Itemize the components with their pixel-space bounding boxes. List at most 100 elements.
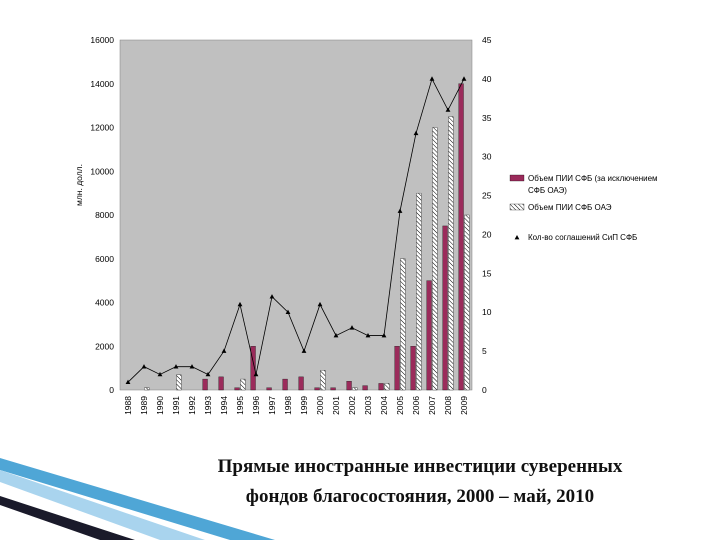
y-left-tick-label: 6000 (95, 254, 114, 264)
caption-line-2: фондов благосостояния, 2000 – май, 2010 (245, 486, 595, 507)
deals-line (125, 76, 467, 385)
y-right-tick-label: 25 (482, 191, 492, 201)
bar-solid (218, 376, 224, 391)
x-tick-label: 2002 (347, 396, 357, 415)
x-tick-label: 2009 (459, 396, 469, 415)
x-tick-label: 1989 (139, 396, 149, 415)
x-tick-label: 1999 (299, 396, 309, 415)
y-right-tick-label: 40 (482, 74, 492, 84)
y-left-tick-label: 0 (109, 385, 114, 395)
y-right-tick-label: 15 (482, 268, 492, 278)
x-tick-label: 2001 (331, 396, 341, 415)
y-left-tick-label: 14000 (90, 79, 114, 89)
line-marker (333, 332, 339, 338)
y-axis-left: 0 2000 4000 6000 8000 10000 12000 14000 16000 (90, 35, 114, 395)
line-marker (205, 371, 211, 377)
bar-hatched (432, 127, 438, 391)
bar-solid (378, 383, 384, 391)
bar-solid (202, 378, 208, 391)
x-tick-label: 2007 (427, 396, 437, 415)
line-path (127, 77, 465, 383)
bar-hatched (176, 374, 182, 391)
caption-line-1: Прямые иностранные инвестиции суверенных (217, 456, 623, 477)
y-right-tick-label: 0 (482, 385, 487, 395)
line-marker (141, 364, 147, 369)
bar-hatched (448, 116, 454, 391)
y-axis-title: млн. долл. (74, 164, 84, 206)
line-marker (125, 379, 131, 385)
y-left-tick-label: 8000 (95, 210, 114, 220)
x-tick-label: 1998 (283, 396, 293, 415)
x-tick-label: 1990 (155, 396, 165, 415)
y-right-tick-label: 30 (482, 152, 492, 162)
bar-solid (250, 346, 256, 391)
x-tick-label: 2006 (411, 396, 421, 415)
y-right-tick-label: 45 (482, 35, 492, 45)
x-tick-label: 1993 (203, 396, 213, 415)
legend-label-solid: Объем ПИИ СФБ (за исключением СФБ ОАЭ) (528, 174, 658, 195)
line-marker (413, 130, 419, 136)
line-marker (349, 325, 355, 330)
bar-hatched (464, 214, 470, 391)
bar-hatched (416, 192, 422, 391)
legend-label-line: Кол-во соглашений СиП СФБ (528, 233, 637, 242)
bar-hatched (352, 387, 358, 391)
bar-solid (426, 280, 432, 391)
bar-hatched (144, 387, 150, 391)
line-marker (221, 348, 227, 353)
x-axis: 1988 1989 1990 1991 1992 1993 1994 1995 1996 1997… (123, 396, 469, 415)
legend-swatch-hatched (509, 203, 525, 211)
legend-swatch-line (514, 235, 520, 240)
x-tick-label: 1994 (219, 396, 229, 415)
x-tick-label: 2008 (443, 396, 453, 415)
y-right-tick-label: 35 (482, 113, 492, 123)
line-marker (253, 371, 259, 377)
x-tick-label: 2004 (379, 396, 389, 415)
x-tick-label: 2000 (315, 396, 325, 415)
y-left-tick-label: 2000 (95, 341, 114, 351)
x-tick-label: 1997 (267, 396, 277, 415)
x-tick-label: 1995 (235, 396, 245, 415)
bar-solid (362, 385, 368, 391)
x-tick-label: 1991 (171, 396, 181, 415)
legend-label-hatched: Объем ПИИ СФБ ОАЭ (528, 203, 612, 212)
y-axis-right: 0 5 10 15 20 25 30 35 40 45 (482, 35, 492, 395)
bar-solid (442, 225, 448, 391)
line-marker (269, 294, 275, 299)
y-left-tick-label: 10000 (90, 166, 114, 176)
y-left-tick-label: 16000 (90, 35, 114, 45)
bar-solid (234, 387, 240, 391)
y-left-tick-label: 12000 (90, 123, 114, 133)
bar-solid (330, 387, 336, 391)
legend-swatch-solid (509, 174, 525, 182)
y-left-tick-label: 4000 (95, 298, 114, 308)
bar-solid (346, 381, 352, 391)
bar-hatched (384, 383, 390, 391)
line-marker (445, 107, 451, 112)
bar-hatched (240, 378, 246, 391)
ribbon-dark (0, 496, 135, 540)
line-marker (461, 76, 467, 81)
line-marker (285, 309, 291, 315)
line-marker (237, 301, 243, 307)
x-tick-label: 2003 (363, 396, 373, 415)
bars (144, 83, 470, 391)
line-marker (429, 76, 435, 81)
line-marker (157, 371, 163, 377)
x-tick-label: 1992 (187, 396, 197, 415)
bar-solid (314, 387, 320, 391)
bar-solid (282, 378, 288, 391)
bar-hatched (400, 258, 406, 391)
line-marker (301, 348, 307, 353)
bar-solid (298, 376, 304, 391)
y-right-tick-label: 5 (482, 346, 487, 356)
line-marker (365, 332, 371, 338)
ribbon-blue (0, 458, 275, 540)
line-marker (397, 208, 403, 213)
y-right-tick-label: 20 (482, 229, 492, 239)
line-marker (381, 332, 387, 338)
bar-solid (410, 346, 416, 391)
slide-caption: Прямые иностранные инвестиции суверенных… (150, 452, 690, 512)
